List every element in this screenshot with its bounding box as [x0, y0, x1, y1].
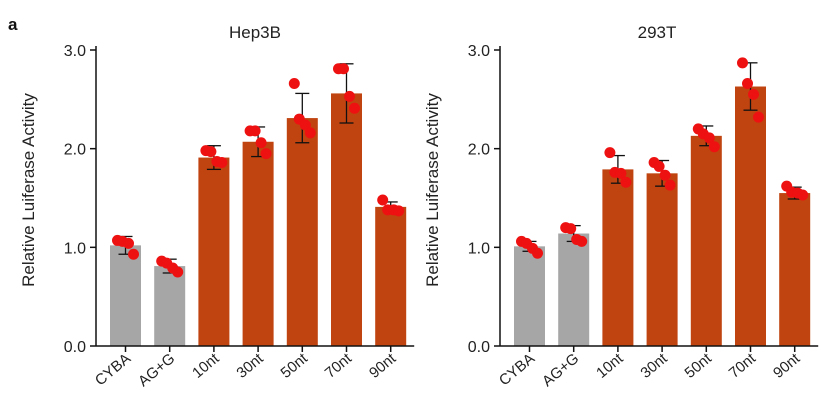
chart-293t: 293T Relative Luiferase Activity 0.0 1.0 2.0… [423, 23, 819, 390]
data-point [742, 78, 753, 90]
bar-10nt [198, 157, 230, 346]
bar-ag-g [558, 233, 590, 346]
data-point [659, 169, 671, 181]
bar-30nt [646, 173, 678, 346]
x-tick-label: 10nt [593, 350, 627, 382]
bar-90nt [779, 193, 811, 346]
data-point [604, 147, 616, 159]
x-tick-label: 70nt [726, 350, 760, 382]
data-point [664, 179, 676, 191]
data-point [123, 237, 134, 249]
bar-ag-g [154, 266, 186, 346]
y-tick-label: 2.0 [468, 142, 490, 159]
data-point [172, 266, 184, 278]
x-tick-label: CYBA [92, 350, 134, 389]
y-axis-label: Relative Luiferase Activity [423, 93, 442, 287]
bar-70nt [331, 93, 362, 346]
data-point [299, 119, 311, 131]
bar-90nt [375, 206, 407, 346]
data-point [260, 148, 272, 160]
bar-10nt [602, 169, 634, 346]
data-point [393, 205, 405, 217]
bar-50nt [286, 118, 318, 346]
y-tick-label: 0.0 [64, 339, 86, 356]
y-tick-label: 3.0 [64, 43, 86, 60]
data-point [576, 235, 588, 247]
data-point [205, 146, 217, 158]
data-point [249, 125, 261, 137]
data-point [304, 127, 316, 139]
chart-title: 293T [638, 23, 677, 42]
bar-30nt [242, 141, 274, 346]
x-tick-label: CYBA [496, 350, 538, 389]
data-point [565, 223, 577, 235]
x-tick-label: 90nt [366, 350, 400, 382]
bar-cyba [110, 245, 141, 346]
data-point [377, 194, 389, 206]
data-point [797, 189, 809, 201]
data-point [349, 102, 360, 114]
data-point [532, 247, 543, 259]
data-point [620, 176, 632, 188]
panel-label: a [8, 15, 18, 34]
x-tick-label: 70nt [322, 350, 356, 382]
data-point [703, 132, 715, 144]
data-point [615, 167, 627, 179]
y-tick-label: 1.0 [64, 240, 86, 257]
data-point [288, 78, 300, 90]
data-point [338, 63, 349, 75]
data-point [753, 111, 764, 123]
data-point [128, 248, 139, 260]
x-tick-label: 30nt [637, 350, 671, 382]
data-point [216, 156, 228, 168]
data-point [737, 57, 748, 69]
data-point [653, 160, 665, 172]
bar-cyba [514, 246, 545, 346]
x-tick-label: 90nt [770, 350, 804, 382]
y-tick-label: 1.0 [468, 240, 490, 257]
y-tick-label: 2.0 [64, 142, 86, 159]
x-tick-label: 50nt [278, 350, 312, 382]
data-point [708, 141, 720, 153]
chart-hep3b: Hep3B Relative Luiferase Activity 0.0 1.0 2.… [19, 23, 415, 390]
data-point [255, 137, 267, 149]
bar-70nt [735, 86, 766, 347]
y-tick-label: 0.0 [468, 339, 490, 356]
y-axis-label: Relative Luiferase Activity [19, 93, 38, 287]
x-tick-label: AG+G [135, 350, 178, 390]
data-point [344, 90, 355, 102]
bar-50nt [690, 135, 722, 346]
x-tick-label: 50nt [682, 350, 716, 382]
data-point [748, 88, 759, 100]
x-tick-label: 30nt [233, 350, 267, 382]
x-tick-label: 10nt [189, 350, 223, 382]
chart-title: Hep3B [229, 23, 281, 42]
x-tick-label: AG+G [539, 350, 582, 390]
y-tick-label: 3.0 [468, 43, 490, 60]
